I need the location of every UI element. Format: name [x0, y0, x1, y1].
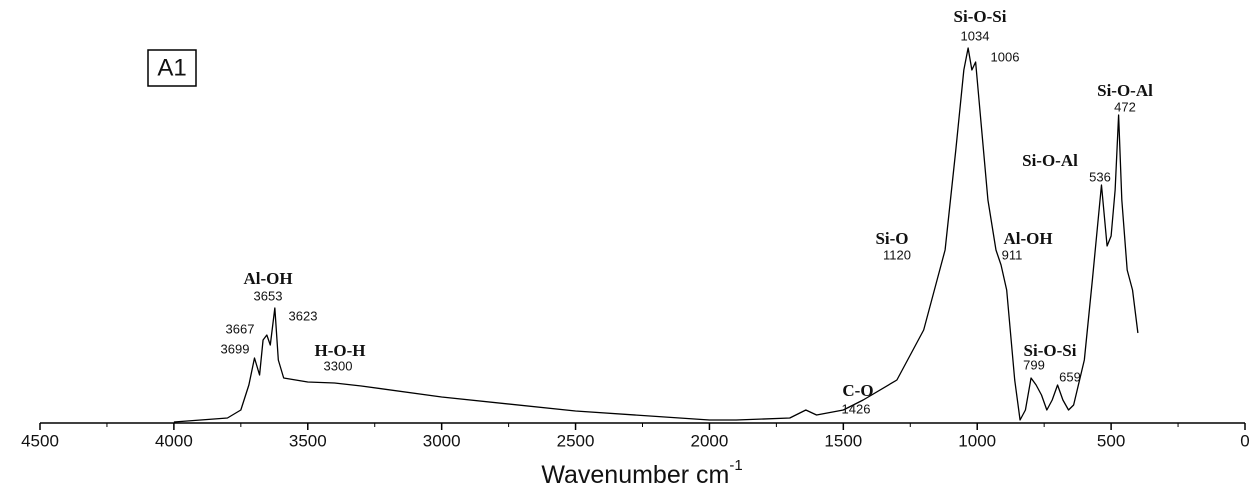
annotation-name: Si-O-Si	[954, 7, 1007, 26]
annotation-name: H-O-H	[315, 341, 366, 360]
annotation-wavenumber: 911	[1002, 247, 1023, 262]
x-tick-label: 2500	[557, 431, 595, 450]
annotation-wavenumber: 536	[1089, 169, 1111, 184]
x-tick-label: 3000	[423, 431, 461, 450]
panel-label: A1	[157, 54, 186, 81]
x-tick-label: 0	[1240, 431, 1249, 450]
annotation-wavenumber: 472	[1114, 99, 1136, 114]
annotation-wavenumber: 3623	[289, 308, 318, 323]
annotation-wavenumber: 3667	[226, 321, 255, 336]
annotation-wavenumber: 1006	[991, 49, 1020, 64]
x-tick-label: 4000	[155, 431, 193, 450]
annotation-wavenumber: 3699	[221, 341, 250, 356]
annotation-name: Al-OH	[1003, 229, 1052, 248]
x-tick-label: 3500	[289, 431, 327, 450]
annotation-wavenumber: 1120	[883, 247, 911, 262]
x-tick-label: 1000	[958, 431, 996, 450]
annotation-name: Si-O-Si	[1024, 341, 1077, 360]
annotation-wavenumber: 1426	[842, 401, 871, 416]
annotation-name: Si-O	[875, 229, 908, 248]
x-tick-label: 4500	[21, 431, 59, 450]
panel-label-box	[147, 49, 197, 87]
annotation-name: Si-O-Al	[1022, 151, 1078, 170]
x-axis-label-main: Wavenumber cm	[541, 461, 729, 489]
annotation-wavenumber: 1034	[961, 28, 990, 43]
x-axis-label-superscript: -1	[729, 457, 742, 474]
annotation-wavenumber: 3653	[254, 288, 283, 303]
annotation-wavenumber: 659	[1059, 369, 1081, 384]
annotation-name: Al-OH	[243, 269, 292, 288]
annotation-wavenumber: 3300	[324, 358, 353, 373]
x-axis-label: Wavenumber cm-1	[541, 457, 742, 489]
annotation-name: C-O	[842, 381, 873, 400]
annotation-name: Si-O-Al	[1097, 81, 1153, 100]
x-tick-label: 500	[1097, 431, 1125, 450]
spectrum-line	[173, 47, 1139, 423]
annotation-wavenumber: 799	[1023, 357, 1045, 372]
x-tick-label: 2000	[691, 431, 729, 450]
x-tick-label: 1500	[824, 431, 862, 450]
